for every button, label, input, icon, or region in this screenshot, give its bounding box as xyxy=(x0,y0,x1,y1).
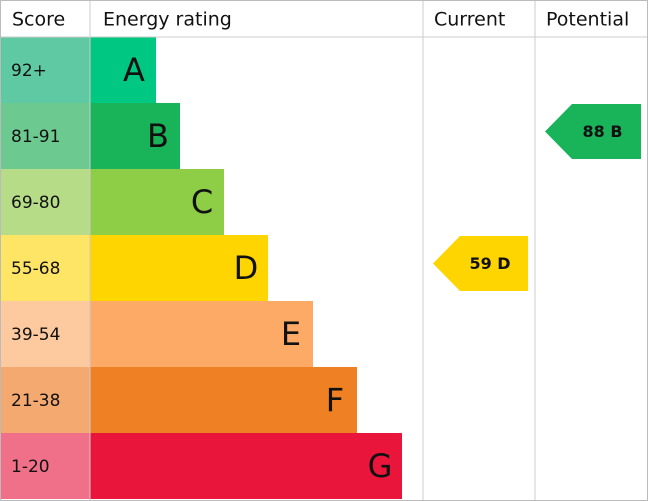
potential-arrow xyxy=(545,104,641,159)
band-letter: B xyxy=(147,117,169,155)
rating-bar xyxy=(90,367,357,433)
score-cell xyxy=(0,103,90,169)
band-letter: E xyxy=(281,315,301,353)
score-cell xyxy=(0,433,90,499)
score-label: 21-38 xyxy=(11,391,60,411)
score-cell xyxy=(0,367,90,433)
score-label: 39-54 xyxy=(11,325,60,345)
score-label: 1-20 xyxy=(11,457,50,477)
header-score: Score xyxy=(12,9,65,31)
rating-bar xyxy=(90,433,402,499)
band-letter: C xyxy=(191,183,213,221)
header-rating: Energy rating xyxy=(103,9,232,31)
score-label: 81-91 xyxy=(11,127,60,147)
current-label: 59 D xyxy=(469,254,510,273)
band-letter: A xyxy=(123,51,145,89)
potential-label: 88 B xyxy=(582,122,622,141)
score-cell xyxy=(0,169,90,235)
band-letter: D xyxy=(234,249,259,287)
band-letter: G xyxy=(368,447,393,485)
score-label: 55-68 xyxy=(11,259,60,279)
rating-bar xyxy=(90,235,268,301)
rating-bar xyxy=(90,169,224,235)
score-cell xyxy=(0,37,90,103)
score-label: 92+ xyxy=(11,61,47,81)
score-cell xyxy=(0,301,90,367)
rating-bar xyxy=(90,37,156,103)
score-label: 69-80 xyxy=(11,193,60,213)
rating-bar xyxy=(90,301,313,367)
header-current: Current xyxy=(434,9,505,31)
score-cell xyxy=(0,235,90,301)
rating-bar xyxy=(90,103,180,169)
current-arrow xyxy=(433,236,528,291)
band-letter: F xyxy=(326,381,344,419)
header-potential: Potential xyxy=(546,9,629,31)
